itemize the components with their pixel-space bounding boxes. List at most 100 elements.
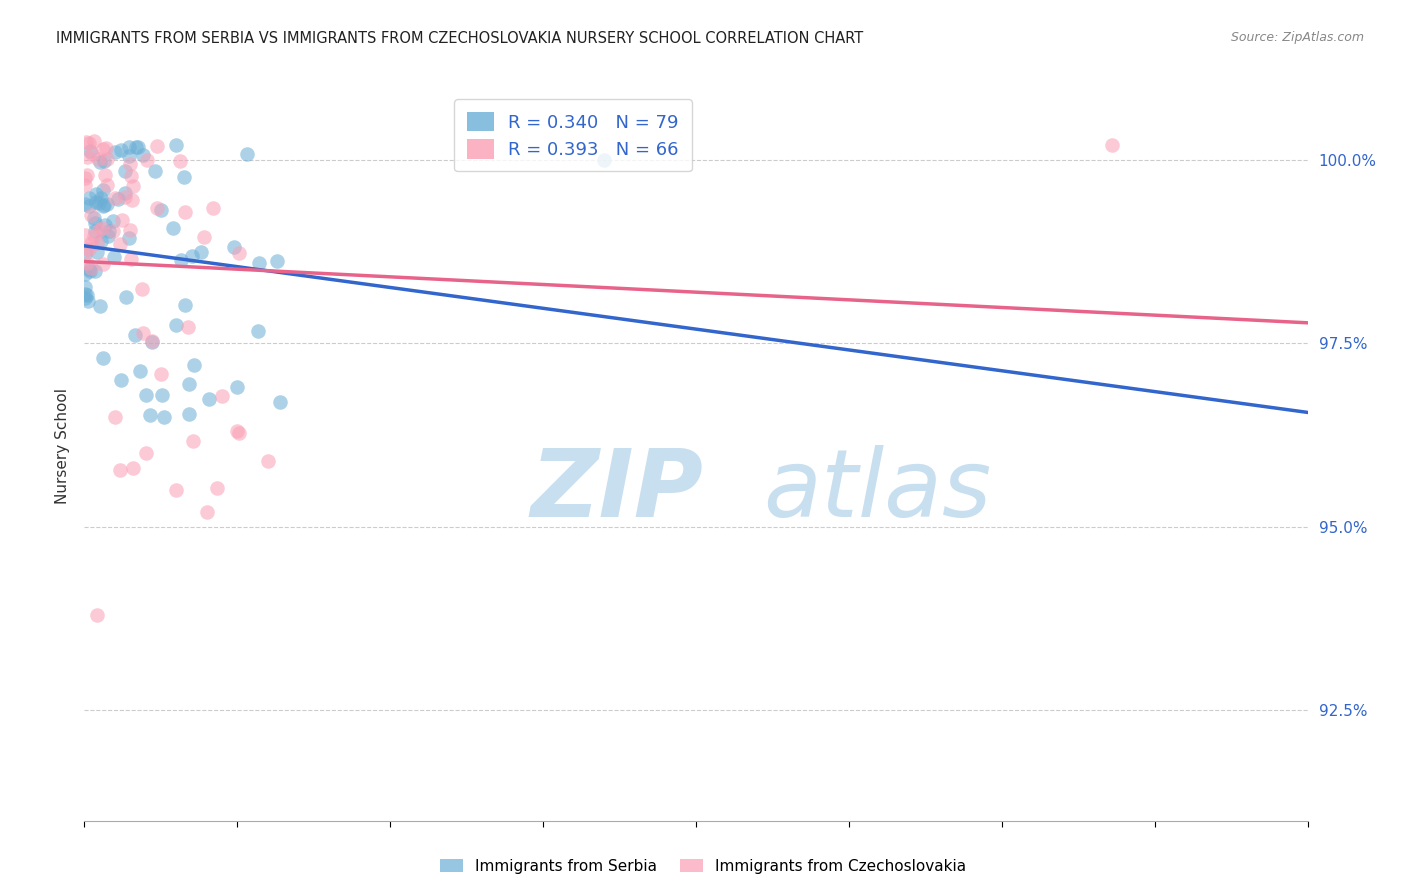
- Point: [108, 463, 131, 477]
- Point: [246, 324, 269, 338]
- Point: [141, 334, 163, 348]
- Point: [162, 221, 184, 235]
- Point: [93, 153, 115, 168]
- Point: [118, 223, 141, 237]
- Point: [143, 163, 166, 178]
- Point: [83, 134, 105, 148]
- Point: [136, 153, 159, 168]
- Point: [76, 287, 98, 301]
- Point: [76, 150, 98, 164]
- Point: [90, 191, 112, 205]
- Point: [75, 178, 97, 192]
- Text: IMMIGRANTS FROM SERBIA VS IMMIGRANTS FROM CZECHOSLOVAKIA NURSERY SCHOOL CORRELAT: IMMIGRANTS FROM SERBIA VS IMMIGRANTS FRO…: [56, 31, 863, 46]
- Point: [77, 136, 100, 150]
- Point: [228, 425, 250, 440]
- Point: [76, 242, 98, 256]
- Point: [77, 199, 100, 213]
- Point: [127, 139, 149, 153]
- Point: [104, 191, 127, 205]
- Point: [124, 328, 146, 343]
- Point: [91, 257, 114, 271]
- Point: [90, 235, 112, 249]
- Point: [173, 298, 195, 312]
- Point: [93, 199, 115, 213]
- Point: [146, 138, 169, 153]
- Point: [73, 197, 96, 211]
- Point: [79, 262, 101, 277]
- Point: [165, 318, 187, 333]
- Point: [118, 231, 141, 245]
- Point: [141, 334, 163, 349]
- Point: [87, 152, 110, 166]
- Point: [150, 202, 173, 217]
- Point: [77, 294, 100, 309]
- Y-axis label: Nursery School: Nursery School: [55, 388, 70, 504]
- Point: [150, 368, 173, 382]
- Point: [195, 505, 218, 519]
- Point: [76, 256, 98, 270]
- Point: [165, 137, 187, 152]
- Point: [114, 164, 136, 178]
- Point: [107, 192, 129, 206]
- Point: [177, 319, 200, 334]
- Point: [87, 222, 110, 236]
- Point: [198, 392, 221, 407]
- Point: [125, 140, 148, 154]
- Point: [86, 194, 108, 209]
- Point: [222, 240, 245, 254]
- Point: [135, 387, 157, 401]
- Point: [180, 248, 202, 262]
- Point: [165, 483, 187, 497]
- Point: [201, 201, 224, 215]
- Point: [269, 395, 291, 409]
- Point: [266, 254, 288, 268]
- Point: [75, 280, 97, 294]
- Text: Source: ZipAtlas.com: Source: ZipAtlas.com: [1230, 31, 1364, 45]
- Point: [120, 169, 142, 184]
- Point: [131, 282, 153, 296]
- Point: [101, 214, 124, 228]
- Point: [96, 178, 118, 192]
- Point: [150, 388, 173, 402]
- Point: [169, 252, 191, 267]
- Point: [1101, 137, 1123, 152]
- Point: [236, 147, 259, 161]
- Point: [121, 194, 143, 208]
- Point: [205, 481, 228, 495]
- Point: [257, 453, 280, 467]
- Point: [146, 201, 169, 215]
- Point: [91, 221, 114, 235]
- Point: [104, 409, 127, 424]
- Point: [111, 212, 134, 227]
- Point: [75, 246, 97, 260]
- Point: [80, 260, 103, 275]
- Point: [114, 186, 136, 201]
- Point: [211, 389, 233, 403]
- Text: ZIP: ZIP: [531, 445, 704, 537]
- Point: [87, 196, 110, 211]
- Point: [79, 264, 101, 278]
- Point: [132, 148, 155, 162]
- Point: [86, 235, 108, 250]
- Point: [94, 168, 117, 182]
- Point: [77, 191, 100, 205]
- Point: [93, 198, 115, 212]
- Point: [132, 326, 155, 341]
- Point: [91, 183, 114, 197]
- Legend: Immigrants from Serbia, Immigrants from Czechoslovakia: Immigrants from Serbia, Immigrants from …: [433, 853, 973, 880]
- Text: atlas: atlas: [763, 445, 991, 536]
- Point: [181, 434, 204, 449]
- Point: [75, 267, 97, 281]
- Point: [169, 154, 191, 169]
- Point: [226, 425, 249, 439]
- Point: [110, 143, 132, 157]
- Point: [89, 299, 111, 313]
- Point: [84, 187, 107, 202]
- Point: [228, 246, 250, 260]
- Point: [247, 256, 270, 270]
- Point: [76, 168, 98, 182]
- Legend: R = 0.340   N = 79, R = 0.393   N = 66: R = 0.340 N = 79, R = 0.393 N = 66: [454, 99, 692, 171]
- Point: [80, 235, 103, 250]
- Point: [183, 358, 205, 372]
- Point: [86, 607, 108, 622]
